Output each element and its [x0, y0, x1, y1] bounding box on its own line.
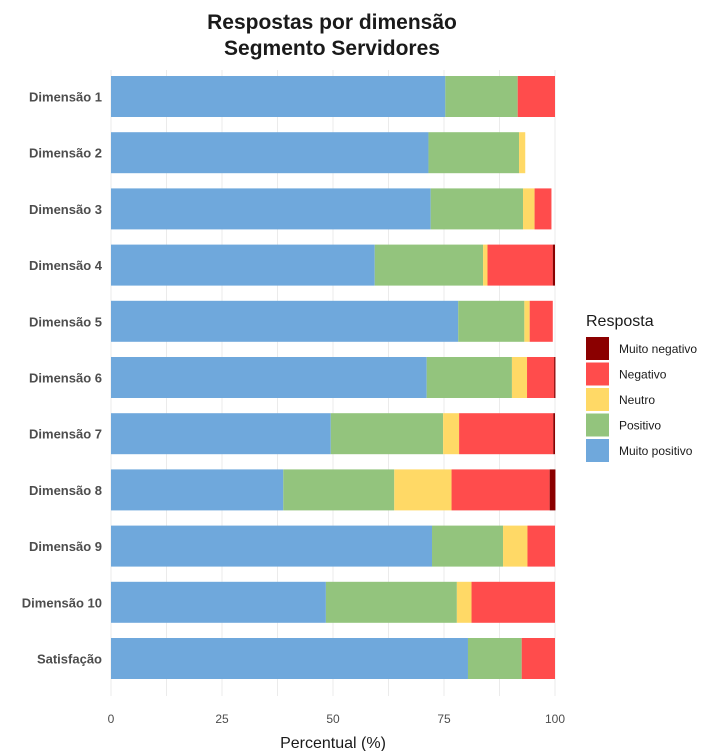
- bar-segment: [445, 76, 518, 117]
- legend-key: [586, 439, 609, 462]
- category-label: Dimensão 10: [22, 595, 102, 610]
- legend-key: [586, 388, 609, 411]
- category-labels: Dimensão 1 Dimensão 2 Dimensão 3 Dimensão 4…: [22, 90, 103, 667]
- bar-segment: [527, 525, 555, 567]
- chart-subtitle: Segmento Servidores: [224, 37, 440, 60]
- legend-key: [586, 362, 609, 386]
- bars: [111, 76, 556, 679]
- bar-segment: [111, 638, 468, 679]
- category-label: Dimensão 5: [29, 314, 102, 329]
- bar-segment: [325, 581, 457, 623]
- bar-segment: [503, 525, 528, 567]
- bar-segment: [394, 469, 452, 511]
- bar-segment: [483, 244, 488, 286]
- tick-label: 0: [108, 712, 115, 726]
- category-label: Satisfação: [37, 652, 102, 667]
- bar-segment: [529, 300, 553, 342]
- tick-label: 75: [437, 712, 451, 726]
- legend-title: Resposta: [586, 313, 654, 330]
- bar-segment: [111, 244, 375, 286]
- bar-segment: [487, 244, 553, 286]
- bar-segment: [111, 469, 284, 511]
- bar-segment: [554, 357, 556, 398]
- bar-segment: [521, 638, 555, 679]
- legend: Resposta Muito negativo Negativo Neutro Pos…: [586, 313, 697, 462]
- bar-segment: [430, 188, 524, 230]
- x-axis-title: Percentual (%): [280, 735, 386, 751]
- category-label: Dimensão 6: [29, 371, 102, 386]
- bar-segment: [111, 76, 446, 117]
- bar-segment: [471, 581, 555, 623]
- bar-segment: [374, 244, 484, 286]
- category-label: Dimensão 8: [29, 483, 102, 498]
- bar-segment: [456, 581, 472, 623]
- bar-segment: [330, 413, 444, 455]
- bar-segment: [428, 132, 520, 174]
- bar-segment: [451, 469, 550, 511]
- bar-segment: [519, 132, 526, 174]
- category-label: Dimensão 3: [29, 202, 102, 217]
- bar-segment: [524, 300, 530, 342]
- legend-label: Positivo: [619, 419, 661, 433]
- bar-segment: [443, 413, 460, 455]
- tick-label: 25: [215, 712, 229, 726]
- legend-key: [586, 413, 609, 437]
- bar-segment: [553, 413, 555, 455]
- chart-title: Respostas por dimensão: [207, 11, 457, 34]
- bar-segment: [111, 357, 427, 398]
- bar-segment: [111, 581, 326, 623]
- bar-segment: [523, 188, 535, 230]
- legend-label: Muito positivo: [619, 444, 693, 458]
- bar-segment: [534, 188, 552, 230]
- bar-segment: [552, 244, 555, 286]
- bar-segment: [111, 188, 431, 230]
- legend-label: Muito negativo: [619, 342, 697, 356]
- category-label: Dimensão 9: [29, 539, 102, 554]
- category-label: Dimensão 4: [29, 258, 103, 273]
- tick-label: 100: [545, 712, 565, 726]
- bar-segment: [549, 469, 556, 511]
- category-label: Dimensão 7: [29, 427, 102, 442]
- bar-segment: [458, 300, 525, 342]
- bar-segment: [426, 357, 512, 398]
- bar-segment: [527, 357, 555, 398]
- bar-segment: [511, 357, 528, 398]
- bar-segment: [459, 413, 554, 455]
- tick-label: 50: [326, 712, 340, 726]
- bar-segment: [467, 638, 522, 679]
- category-label: Dimensão 2: [29, 146, 102, 161]
- x-axis-tick-labels: 0 25 50 75 100: [108, 712, 566, 726]
- legend-key: [586, 337, 609, 360]
- bar-segment: [111, 525, 433, 567]
- bar-segment: [432, 525, 504, 567]
- legend-label: Neutro: [619, 393, 655, 407]
- bar-segment: [111, 132, 429, 174]
- bar-segment: [283, 469, 395, 511]
- category-label: Dimensão 1: [29, 90, 102, 105]
- bar-segment: [111, 413, 331, 455]
- legend-label: Negativo: [619, 368, 667, 382]
- bar-segment: [111, 300, 459, 342]
- bar-segment: [517, 76, 555, 117]
